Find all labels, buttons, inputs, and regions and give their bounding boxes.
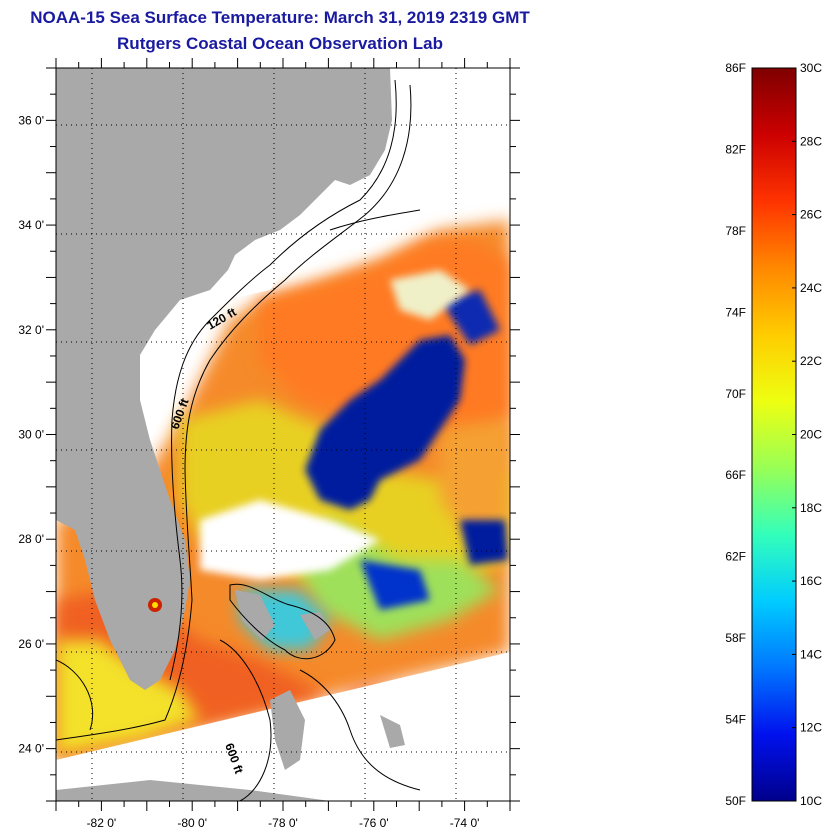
colorbar: 86F 82F 78F 74F 70F 66F 62F 58F 54F 50F 30C 28C 26C… bbox=[725, 61, 822, 808]
colorbar-f-label: 58F bbox=[725, 631, 746, 645]
map-subtitle: Rutgers Coastal Ocean Observation Lab bbox=[117, 34, 443, 53]
colorbar-f-label: 66F bbox=[725, 468, 746, 482]
colorbar-f-label: 82F bbox=[725, 142, 746, 156]
nearshore-no-data bbox=[140, 230, 300, 440]
colorbar-f-label: 50F bbox=[725, 794, 746, 808]
latitude-label: 24 0' bbox=[18, 742, 44, 756]
colorbar-celsius-labels: 30C 28C 26C 24C 22C 20C 18C 16C 14C 12C 10C bbox=[792, 61, 822, 808]
colorbar-f-label: 54F bbox=[725, 713, 746, 727]
latitude-label: 34 0' bbox=[18, 218, 44, 232]
colorbar-c-label: 24C bbox=[800, 281, 822, 295]
colorbar-c-label: 16C bbox=[800, 574, 822, 588]
longitude-label: -74 0' bbox=[450, 816, 480, 830]
latitude-label: 30 0' bbox=[18, 428, 44, 442]
map-plot-area: 120 ft 600 ft 600 ft bbox=[56, 68, 510, 801]
colorbar-c-label: 18C bbox=[800, 501, 822, 515]
colorbar-gradient bbox=[751, 67, 797, 802]
latitude-label: 32 0' bbox=[18, 323, 44, 337]
latitude-label: 36 0' bbox=[18, 113, 44, 127]
map-axis-ticks bbox=[46, 58, 520, 811]
colorbar-fahrenheit-labels: 86F 82F 78F 74F 70F 66F 62F 58F 54F 50F bbox=[725, 61, 746, 808]
map-title: NOAA-15 Sea Surface Temperature: March 3… bbox=[30, 8, 530, 27]
colorbar-f-label: 70F bbox=[725, 387, 746, 401]
latitude-label: 26 0' bbox=[18, 637, 44, 651]
sst-map: 120 ft 600 ft 600 ft 36 0' 34 0' 32 0' 30 0… bbox=[18, 58, 520, 830]
longitude-label: -78 0' bbox=[268, 816, 298, 830]
colorbar-c-label: 20C bbox=[800, 428, 822, 442]
colorbar-c-label: 30C bbox=[800, 61, 822, 75]
colorbar-c-label: 14C bbox=[800, 647, 822, 661]
colorbar-c-label: 10C bbox=[800, 794, 822, 808]
land bbox=[56, 68, 405, 801]
latitude-label: 28 0' bbox=[18, 532, 44, 546]
longitude-label: -76 0' bbox=[359, 816, 389, 830]
colorbar-c-label: 26C bbox=[800, 208, 822, 222]
colorbar-f-label: 86F bbox=[725, 61, 746, 75]
latitude-labels: 36 0' 34 0' 32 0' 30 0' 28 0' 26 0' 24 0' bbox=[18, 113, 44, 755]
colorbar-f-label: 78F bbox=[725, 224, 746, 238]
longitude-label: -80 0' bbox=[177, 816, 207, 830]
graticule bbox=[56, 68, 510, 801]
colorbar-c-label: 12C bbox=[800, 721, 822, 735]
longitude-labels: -82 0' -80 0' -78 0' -76 0' -74 0' bbox=[87, 816, 480, 830]
bathymetry-contours bbox=[56, 79, 421, 801]
colorbar-c-label: 28C bbox=[800, 134, 822, 148]
colorbar-c-label: 22C bbox=[800, 354, 822, 368]
colorbar-f-label: 62F bbox=[725, 550, 746, 564]
colorbar-f-label: 74F bbox=[725, 305, 746, 319]
longitude-label: -82 0' bbox=[87, 816, 117, 830]
